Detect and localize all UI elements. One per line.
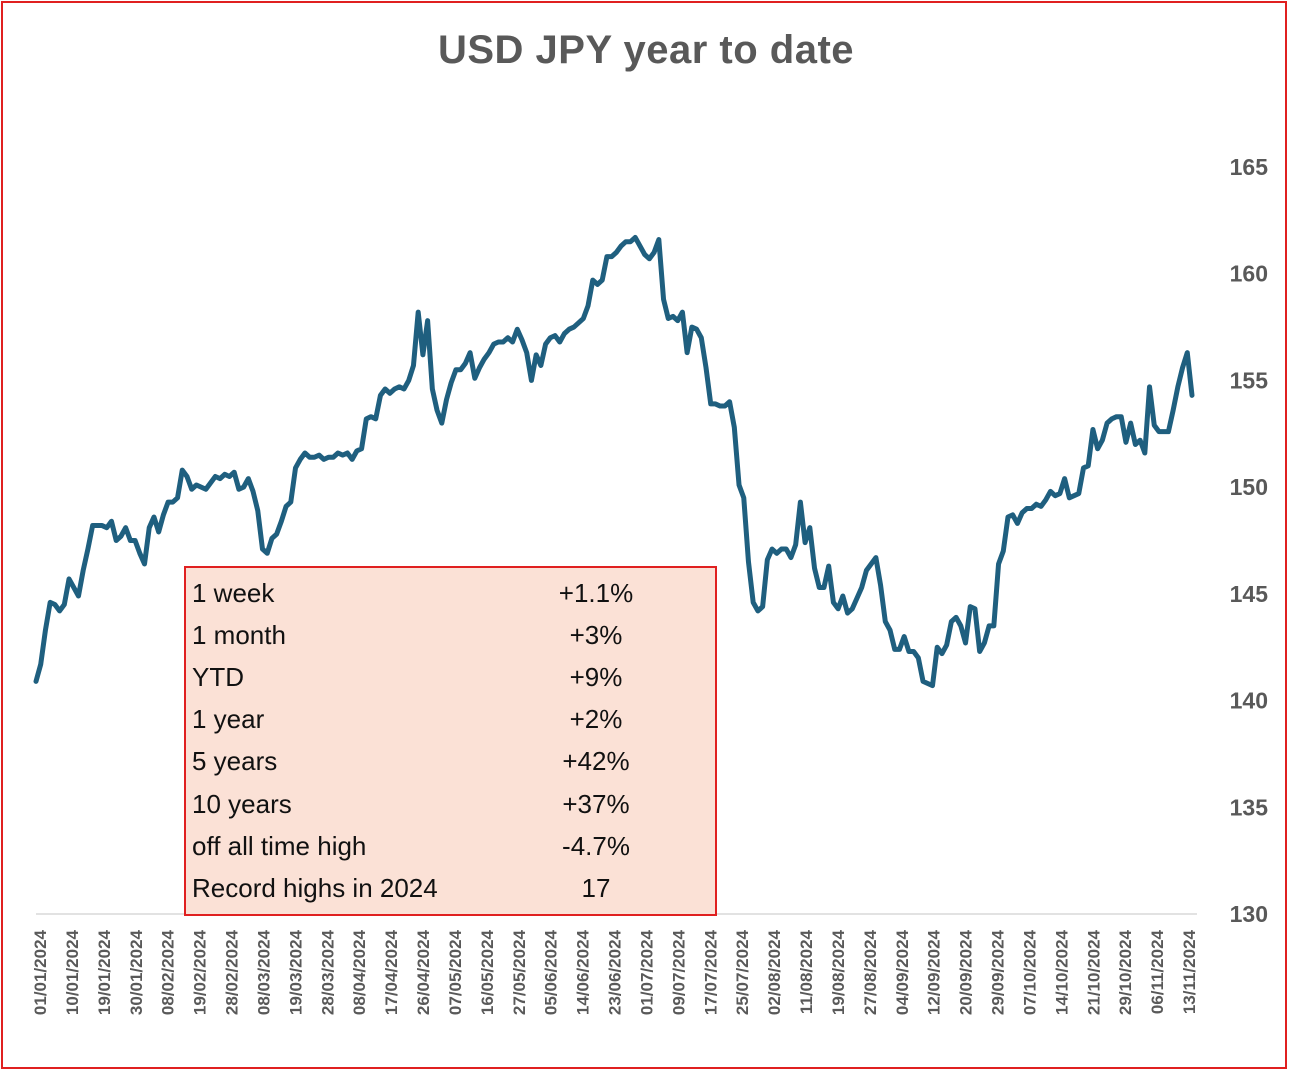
x-axis: 01/01/2024 10/01/2024 19/01/2024 30/01/2024… [31, 929, 1199, 1015]
x-tick-label: 29/09/2024 [989, 929, 1008, 1015]
stats-row-value: +2% [569, 704, 623, 735]
x-tick-label: 17/07/2024 [701, 929, 720, 1015]
x-tick-label: 09/07/2024 [669, 929, 688, 1015]
x-tick-label: 19/01/2024 [95, 929, 114, 1015]
y-tick-label: 165 [1230, 154, 1269, 180]
y-tick-label: 130 [1230, 901, 1268, 927]
y-tick-label: 145 [1230, 581, 1269, 607]
x-tick-label: 01/07/2024 [637, 929, 656, 1015]
x-tick-label: 23/06/2024 [606, 929, 625, 1015]
x-tick-label: 08/04/2024 [350, 929, 369, 1015]
stats-row-value: 17 [581, 872, 611, 903]
x-tick-label: 25/07/2024 [733, 929, 752, 1015]
x-tick-label: 07/10/2024 [1020, 929, 1039, 1015]
x-tick-label: 08/03/2024 [254, 929, 273, 1015]
stats-row-value: +9% [569, 662, 623, 693]
x-tick-label: 01/01/2024 [31, 929, 50, 1015]
x-tick-label: 14/10/2024 [1052, 929, 1071, 1015]
x-tick-label: 28/03/2024 [318, 929, 337, 1015]
stats-row: 10 years +37% [186, 783, 715, 825]
stats-row: 1 year +2% [186, 698, 715, 740]
stats-row-value: +1.1% [558, 578, 634, 608]
stats-row: Record highs in 2024 17 [186, 867, 715, 909]
stats-row-label: off all time high [192, 830, 367, 861]
stats-row-label: 1 year [192, 704, 265, 735]
x-tick-label: 08/02/2024 [159, 929, 178, 1015]
stats-table: 1 week +1.1% 1 month +3% YTD +9% 1 year +2% 5 ye… [184, 566, 717, 916]
stats-row-label: 10 years [192, 788, 292, 819]
x-tick-label: 04/09/2024 [893, 929, 912, 1015]
stats-row-label: 1 week [192, 578, 275, 608]
y-tick-label: 140 [1230, 688, 1268, 714]
stats-row-label: 1 month [192, 620, 286, 651]
x-tick-label: 19/03/2024 [286, 929, 305, 1015]
x-tick-label: 19/08/2024 [829, 929, 848, 1015]
stats-row: 1 week +1.1% [186, 572, 715, 614]
stats-row: off all time high -4.7% [186, 825, 715, 867]
stats-row-value: +42% [562, 746, 630, 777]
x-tick-label: 27/05/2024 [510, 929, 529, 1015]
x-tick-label: 05/06/2024 [542, 929, 561, 1015]
stats-row: 1 month +3% [186, 614, 715, 656]
y-tick-label: 160 [1230, 261, 1268, 287]
x-tick-label: 13/11/2024 [1180, 929, 1199, 1014]
chart-title: USD JPY year to date [437, 28, 855, 72]
x-tick-label: 21/10/2024 [1084, 929, 1103, 1015]
x-tick-label: 07/05/2024 [446, 929, 465, 1015]
series-line-usd-jpy [33, 234, 1195, 689]
stats-row-label: 5 years [192, 746, 278, 777]
x-tick-label: 10/01/2024 [63, 929, 82, 1015]
stats-row-label: YTD [192, 662, 244, 693]
stats-row-label: Record highs in 2024 [192, 872, 438, 903]
x-tick-label: 17/04/2024 [382, 929, 401, 1015]
stats-row-value: -4.7% [562, 830, 630, 861]
x-tick-label: 28/02/2024 [223, 929, 242, 1015]
stats-row-value: +3% [569, 620, 623, 651]
x-tick-label: 30/01/2024 [127, 929, 146, 1015]
x-tick-label: 27/08/2024 [861, 929, 880, 1015]
y-tick-label: 155 [1230, 367, 1269, 393]
series-group [33, 234, 1195, 689]
y-tick-label: 135 [1230, 794, 1269, 820]
x-tick-label: 11/08/2024 [797, 929, 816, 1014]
x-tick-label: 26/04/2024 [414, 929, 433, 1015]
x-tick-label: 12/09/2024 [925, 929, 944, 1015]
y-axis: 130 135 140 145 150 155 160 165 [1230, 154, 1269, 927]
x-tick-label: 19/02/2024 [191, 929, 210, 1015]
x-tick-label: 29/10/2024 [1116, 929, 1135, 1015]
y-tick-label: 150 [1230, 474, 1268, 500]
stats-row: YTD +9% [186, 656, 715, 698]
x-tick-label: 02/08/2024 [765, 929, 784, 1015]
x-tick-label: 06/11/2024 [1148, 929, 1167, 1014]
stats-row: 5 years +42% [186, 740, 715, 782]
x-tick-label: 14/06/2024 [574, 929, 593, 1015]
x-tick-label: 16/05/2024 [478, 929, 497, 1015]
x-tick-label: 20/09/2024 [957, 929, 976, 1015]
stats-row-value: +37% [562, 788, 630, 819]
